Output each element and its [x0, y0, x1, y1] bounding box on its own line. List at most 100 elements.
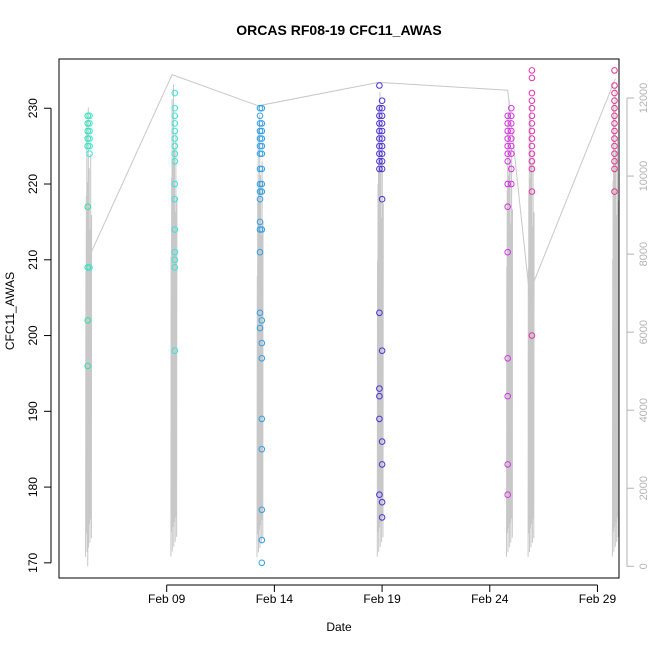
data-point — [171, 180, 179, 188]
y-tick-label: 190 — [26, 401, 40, 421]
data-point — [376, 491, 383, 499]
data-point — [378, 347, 386, 355]
data-point — [256, 150, 264, 157]
plot-frame — [58, 58, 620, 579]
data-point — [256, 195, 264, 203]
data-point — [84, 135, 91, 142]
data-point — [528, 150, 536, 157]
data-point — [171, 112, 179, 120]
data-point — [508, 142, 515, 150]
data-point — [376, 127, 383, 135]
data-point — [256, 248, 264, 256]
x-tick-label: Feb 19 — [363, 592, 401, 606]
y2-tick-label: 10000 — [638, 161, 650, 192]
data-point — [504, 127, 512, 135]
data-point — [528, 165, 536, 173]
data-point — [528, 89, 536, 97]
y-axis-label: CFC11_AWAS — [3, 272, 17, 350]
data-point — [611, 188, 618, 195]
data-point — [376, 135, 383, 142]
data-point — [611, 89, 618, 97]
data-point — [86, 150, 93, 157]
data-point — [528, 127, 536, 135]
data-point — [504, 112, 512, 120]
data-point — [528, 120, 536, 127]
data-point — [376, 142, 383, 150]
data-point — [171, 104, 179, 112]
data-point — [258, 120, 266, 127]
data-point — [171, 127, 179, 135]
data-point — [256, 309, 264, 317]
data-point — [376, 112, 383, 120]
data-point — [258, 506, 266, 514]
data-point — [528, 135, 536, 142]
data-point — [528, 142, 536, 150]
data-point — [611, 142, 618, 150]
data-point — [528, 112, 536, 120]
data-point — [508, 165, 515, 173]
data-point — [86, 127, 93, 135]
data-point — [611, 120, 618, 127]
data-point — [84, 317, 91, 324]
data-point — [171, 158, 179, 165]
data-point — [171, 135, 179, 142]
data-point — [256, 218, 264, 226]
axes: 170 180 190 200 210 220 230 Feb 09 Feb 14 Feb 19 F… — [26, 83, 650, 606]
data-point — [504, 150, 512, 157]
secondary-flight-trace — [256, 114, 264, 558]
data-point — [256, 127, 264, 135]
data-point — [504, 158, 512, 165]
data-point — [258, 127, 266, 135]
data-point — [504, 355, 512, 362]
data-point — [508, 120, 515, 127]
data-point — [378, 127, 386, 135]
data-point — [611, 135, 618, 142]
data-point — [258, 445, 266, 453]
y2-tick-label: 12000 — [638, 83, 650, 114]
data-point — [376, 104, 383, 112]
data-point — [378, 195, 386, 203]
data-point — [528, 74, 536, 82]
y2-tick-label: 6000 — [638, 320, 650, 344]
x-axis-label: Date — [326, 620, 352, 634]
data-point — [171, 120, 179, 127]
data-point — [504, 135, 512, 142]
secondary-flight-trace — [170, 84, 178, 557]
y2-tick-label: 4000 — [638, 398, 650, 422]
data-point — [611, 158, 618, 165]
data-point — [258, 150, 266, 157]
data-point — [258, 165, 266, 173]
y-tick-label: 180 — [26, 477, 40, 497]
data-point — [504, 120, 512, 127]
data-point — [256, 324, 264, 332]
secondary-flight-trace — [85, 107, 93, 557]
data-point — [378, 112, 386, 120]
data-point — [171, 150, 179, 157]
data-point — [256, 104, 264, 112]
data-point — [376, 82, 383, 89]
data-point — [258, 135, 266, 142]
data-point — [508, 135, 515, 142]
data-point — [611, 67, 618, 74]
data-point — [611, 165, 618, 173]
data-point — [171, 256, 179, 264]
x-tick-label: Feb 29 — [579, 592, 617, 606]
data-point — [171, 347, 179, 355]
data-point — [258, 559, 266, 567]
data-point — [84, 127, 91, 135]
y2-tick-label: 0 — [638, 563, 650, 569]
data-point — [508, 112, 515, 120]
secondary-flight-trace — [527, 103, 535, 557]
data-point — [84, 203, 91, 210]
data-point — [504, 203, 512, 210]
data-point — [376, 120, 383, 127]
data-point — [256, 180, 264, 188]
data-point — [171, 226, 179, 233]
data-point — [528, 158, 536, 165]
plot-area — [84, 67, 619, 567]
data-point — [84, 120, 91, 127]
data-point — [378, 135, 386, 142]
data-point — [611, 82, 618, 89]
data-point — [504, 248, 512, 256]
